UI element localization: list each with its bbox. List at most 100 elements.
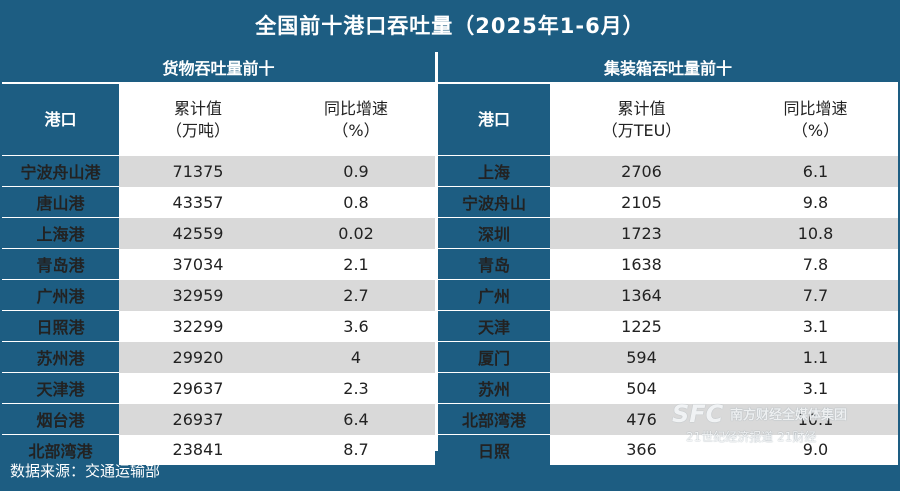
container-header-yoy-line1: 同比增速 (783, 98, 848, 118)
yoy-growth: 3.1 (733, 372, 898, 404)
port-name: 天津港 (2, 372, 119, 404)
port-name: 上海港 (2, 217, 119, 249)
container-table: 港口 累计值 （万TEU） 同比增速 （%） 上海 2706 6.1 宁波舟山 210… (438, 84, 898, 465)
table-row: 北部湾港 23841 8.7 (2, 434, 435, 465)
yoy-growth: 10.8 (733, 217, 898, 249)
yoy-growth: 0.02 (277, 217, 435, 249)
yoy-growth: 3.1 (733, 310, 898, 342)
cargo-header-port: 港口 (2, 84, 119, 156)
yoy-growth: 7.7 (733, 279, 898, 311)
port-name: 宁波舟山 (438, 186, 550, 218)
cargo-header-cumulative-line1: 累计值 (173, 98, 222, 118)
cargo-header-cumulative: 累计值 （万吨） (119, 84, 277, 156)
cargo-header-yoy: 同比增速 （%） (277, 84, 435, 156)
table-row: 宁波舟山 2105 9.8 (438, 186, 898, 218)
cumulative-value: 71375 (119, 155, 277, 187)
yoy-growth: 3.6 (277, 310, 435, 342)
table-row: 北部湾港 476 10.1 (438, 403, 898, 435)
cumulative-value: 42559 (119, 217, 277, 249)
table-row: 青岛 1638 7.8 (438, 248, 898, 280)
page-title: 全国前十港口吞吐量（2025年1-6月） (255, 14, 645, 38)
port-name: 烟台港 (2, 403, 119, 435)
cumulative-value: 1364 (550, 279, 733, 311)
container-header-cumulative-line1: 累计值 (617, 98, 666, 118)
table-row: 日照 366 9.0 (438, 434, 898, 465)
port-name: 日照港 (2, 310, 119, 342)
cumulative-value: 29920 (119, 341, 277, 373)
yoy-growth: 7.8 (733, 248, 898, 280)
cargo-table: 港口 累计值 （万吨） 同比增速 （%） 宁波舟山港 71375 0.9 唐山港 43… (2, 84, 435, 465)
table-row: 天津 1225 3.1 (438, 310, 898, 342)
port-name: 广州港 (2, 279, 119, 311)
port-name: 天津 (438, 310, 550, 342)
cumulative-value: 43357 (119, 186, 277, 218)
table-row: 广州 1364 7.7 (438, 279, 898, 311)
table-row: 厦门 594 1.1 (438, 341, 898, 373)
port-name: 青岛 (438, 248, 550, 280)
port-name: 深圳 (438, 217, 550, 249)
section-divider-vertical (435, 52, 438, 451)
table-row: 唐山港 43357 0.8 (2, 186, 435, 218)
cumulative-value: 366 (550, 434, 733, 465)
table-row: 广州港 32959 2.7 (2, 279, 435, 311)
cumulative-value: 1225 (550, 310, 733, 342)
table-row: 宁波舟山港 71375 0.9 (2, 155, 435, 187)
yoy-growth: 6.1 (733, 155, 898, 187)
cumulative-value: 23841 (119, 434, 277, 465)
data-source-note: 数据来源：交通运输部 (10, 461, 161, 480)
port-name: 北部湾港 (2, 434, 119, 465)
table-row: 深圳 1723 10.8 (438, 217, 898, 249)
table-row: 上海港 42559 0.02 (2, 217, 435, 249)
port-name: 苏州港 (2, 341, 119, 373)
port-name: 唐山港 (2, 186, 119, 218)
section-divider-horizontal (2, 82, 898, 84)
yoy-growth: 9.8 (733, 186, 898, 218)
port-name: 上海 (438, 155, 550, 187)
container-header-yoy: 同比增速 （%） (733, 84, 898, 156)
cumulative-value: 26937 (119, 403, 277, 435)
cargo-header-cumulative-line2: （万吨） (165, 120, 230, 140)
container-section-title: 集装箱吞吐量前十 (438, 52, 898, 82)
yoy-growth: 2.3 (277, 372, 435, 404)
container-header-port: 港口 (438, 84, 550, 156)
table-row: 苏州港 29920 4 (2, 341, 435, 373)
table-row: 天津港 29637 2.3 (2, 372, 435, 404)
table-row: 青岛港 37034 2.1 (2, 248, 435, 280)
container-header-cumulative-line2: （万TEU） (601, 120, 682, 140)
yoy-growth: 2.7 (277, 279, 435, 311)
table-row: 烟台港 26937 6.4 (2, 403, 435, 435)
yoy-growth: 10.1 (733, 403, 898, 435)
yoy-growth: 0.8 (277, 186, 435, 218)
port-name: 青岛港 (2, 248, 119, 280)
cumulative-value: 37034 (119, 248, 277, 280)
yoy-growth: 2.1 (277, 248, 435, 280)
port-name: 苏州 (438, 372, 550, 404)
cumulative-value: 504 (550, 372, 733, 404)
cargo-section-title: 货物吞吐量前十 (2, 52, 435, 82)
table-row: 日照港 32299 3.6 (2, 310, 435, 342)
yoy-growth: 6.4 (277, 403, 435, 435)
cumulative-value: 32299 (119, 310, 277, 342)
container-header-yoy-line2: （%） (791, 120, 840, 140)
yoy-growth: 8.7 (277, 434, 435, 465)
cargo-header-yoy-line2: （%） (332, 120, 380, 140)
cumulative-value: 2706 (550, 155, 733, 187)
port-name: 厦门 (438, 341, 550, 373)
cumulative-value: 2105 (550, 186, 733, 218)
cumulative-value: 594 (550, 341, 733, 373)
yoy-growth: 9.0 (733, 434, 898, 465)
cumulative-value: 1723 (550, 217, 733, 249)
cargo-header-yoy-line1: 同比增速 (323, 98, 388, 118)
cumulative-value: 32959 (119, 279, 277, 311)
cumulative-value: 476 (550, 403, 733, 435)
port-name: 广州 (438, 279, 550, 311)
yoy-growth: 1.1 (733, 341, 898, 373)
port-name: 日照 (438, 434, 550, 465)
yoy-growth: 0.9 (277, 155, 435, 187)
table-row: 苏州 504 3.1 (438, 372, 898, 404)
port-name: 北部湾港 (438, 403, 550, 435)
container-header-cumulative: 累计值 （万TEU） (550, 84, 733, 156)
port-name: 宁波舟山港 (2, 155, 119, 187)
cumulative-value: 1638 (550, 248, 733, 280)
cumulative-value: 29637 (119, 372, 277, 404)
